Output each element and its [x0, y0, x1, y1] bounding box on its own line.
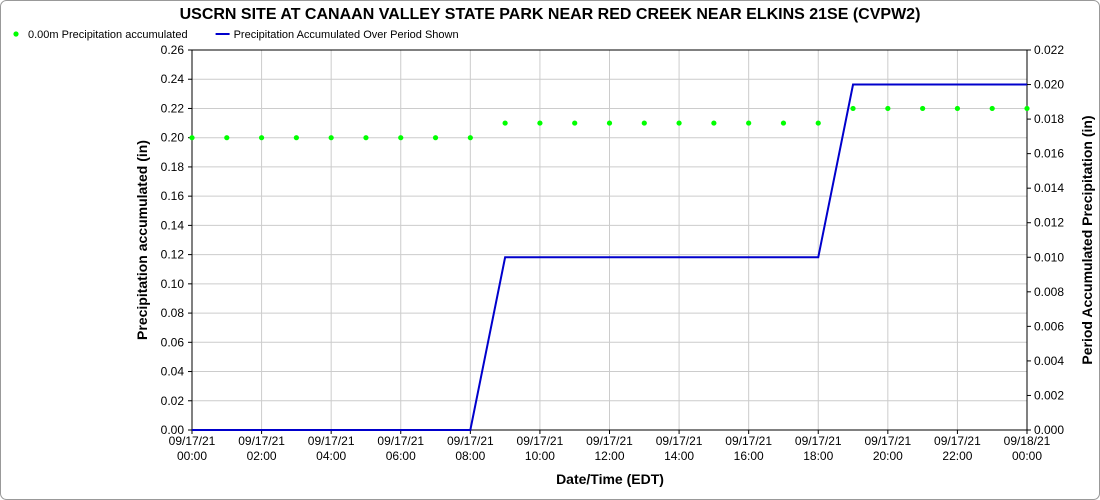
y2-tick-label: 0.014 [1034, 181, 1064, 195]
y-tick-label: 0.20 [161, 131, 185, 145]
y-tick-label: 0.04 [161, 365, 185, 379]
legend-marker [13, 31, 19, 37]
y-tick-label: 0.06 [161, 335, 185, 349]
data-point [606, 120, 613, 126]
x-tick-label: 09/17/21 18:00 [795, 434, 842, 463]
y-tick-label: 0.14 [161, 218, 185, 232]
data-point [467, 135, 473, 141]
x-tick-label: 09/18/21 00:00 [1004, 434, 1051, 463]
y2-tick-label: 0.020 [1034, 78, 1064, 92]
y-tick-label: 0.24 [161, 72, 185, 86]
data-point [989, 105, 995, 112]
y2-tick-label: 0.010 [1034, 250, 1064, 264]
y2-axis-label: Period Accumulated Precipitation (in) [1079, 115, 1095, 364]
data-point [920, 105, 926, 112]
y2-tick-label: 0.008 [1034, 285, 1064, 299]
y-tick-label: 0.26 [161, 43, 185, 57]
data-point [502, 120, 508, 126]
data-point [189, 135, 195, 141]
data-point [885, 105, 891, 112]
data-point [780, 120, 787, 126]
y-tick-label: 0.18 [161, 160, 185, 174]
legend-label: 0.00m Precipitation accumulated [28, 29, 188, 41]
data-point [746, 120, 752, 126]
data-line [192, 83, 1027, 431]
legend-label: Precipitation Accumulated Over Period Sh… [234, 29, 459, 41]
data-point [258, 135, 265, 141]
data-point [293, 135, 299, 141]
x-tick-label: 09/17/21 20:00 [864, 434, 911, 463]
y-tick-label: 0.16 [161, 189, 185, 203]
plot-border [191, 49, 1028, 431]
y2-tick-label: 0.016 [1034, 147, 1064, 161]
y-tick-label: 0.22 [161, 101, 185, 115]
x-tick-label: 09/17/21 08:00 [447, 434, 494, 463]
y2-tick-label: 0.000 [1034, 423, 1064, 437]
x-tick-label: 09/17/21 14:00 [656, 434, 703, 463]
x-tick-label: 09/17/21 12:00 [586, 434, 633, 463]
x-tick-label: 09/17/21 16:00 [725, 434, 772, 463]
y-tick-label: 0.10 [161, 277, 185, 291]
data-point [850, 105, 856, 112]
x-tick-label: 09/17/21 06:00 [377, 434, 424, 463]
data-point [954, 105, 961, 112]
x-tick-label: 09/17/21 02:00 [238, 434, 285, 463]
y2-tick-label: 0.022 [1034, 43, 1064, 57]
x-tick-label: 09/17/21 22:00 [934, 434, 981, 463]
data-point [815, 120, 821, 126]
x-tick-label: 09/17/21 04:00 [308, 434, 355, 463]
data-point [572, 120, 578, 126]
y-tick-label: 0.00 [161, 423, 185, 437]
data-point [328, 135, 334, 141]
data-point [711, 120, 717, 126]
data-point [641, 120, 647, 126]
data-point [432, 135, 439, 141]
data-point [363, 135, 369, 141]
y-tick-label: 0.08 [161, 306, 185, 320]
y-tick-label: 0.02 [161, 394, 185, 408]
y2-tick-label: 0.006 [1034, 319, 1064, 333]
data-point [537, 120, 543, 126]
chart-title: USCRN SITE AT CANAAN VALLEY STATE PARK N… [180, 6, 921, 23]
y-tick-label: 0.12 [161, 248, 185, 262]
y2-tick-label: 0.012 [1034, 216, 1064, 230]
data-point [1024, 105, 1030, 112]
y2-tick-label: 0.004 [1034, 354, 1064, 368]
data-point [398, 135, 404, 141]
x-axis-label: Date/Time (EDT) [556, 471, 664, 487]
y-axis-label: Precipitation accumulated (in) [134, 140, 150, 340]
x-tick-label: 09/17/21 10:00 [517, 434, 564, 463]
y2-tick-label: 0.018 [1034, 112, 1064, 126]
y2-tick-label: 0.002 [1034, 388, 1064, 402]
x-tick-label: 09/17/21 00:00 [169, 434, 216, 463]
data-point [224, 135, 230, 141]
data-point [676, 120, 682, 126]
